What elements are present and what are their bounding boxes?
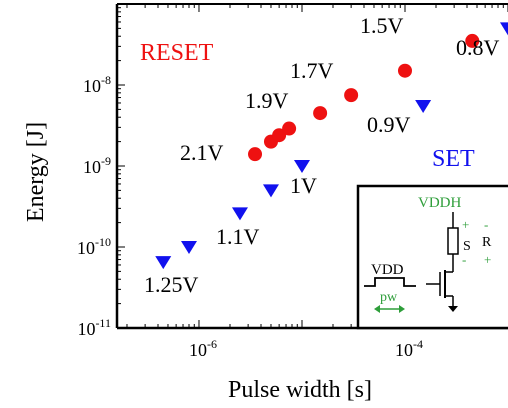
reset-voltage-label: 1.7V: [290, 58, 334, 83]
x-axis-label: Pulse width [s]: [228, 377, 372, 403]
legend-reset: RESET: [140, 40, 214, 66]
inset-plus-right: +: [484, 252, 491, 267]
set-voltage-label: 1V: [290, 173, 317, 198]
inset-minus-left: -: [462, 252, 466, 267]
reset-point: [248, 147, 263, 162]
y-tick-label: 10-11: [77, 316, 111, 339]
set-point: [415, 100, 432, 114]
inset-pw-label: pw: [380, 290, 398, 305]
y-axis-label: Energy [J]: [23, 122, 49, 222]
inset-ground-symbol: [448, 306, 458, 312]
y-tick-label: 10-10: [77, 235, 111, 258]
inset-pulse-waveform: [364, 277, 416, 287]
y-tick-label: 10-8: [83, 73, 111, 96]
reset-point: [272, 128, 287, 143]
set-voltage-label: 0.9V: [367, 112, 411, 137]
tick-labels: 10-6 10-4 10-11 10-10 10-9 10-8: [77, 73, 423, 360]
inset-r-label: R: [482, 235, 492, 250]
set-point: [293, 160, 310, 173]
inset-s-label: S: [463, 239, 471, 254]
reset-point: [465, 33, 480, 48]
inset-pw-arrowhead-right: [399, 305, 405, 313]
set-voltage-label: 1.1V: [216, 224, 260, 249]
reset-point: [344, 88, 359, 103]
set-point: [500, 22, 508, 36]
data-marks: [155, 22, 508, 270]
legend-set: SET: [432, 146, 475, 172]
set-point: [155, 256, 172, 270]
set-voltage-label: 1.25V: [144, 272, 199, 297]
inset-vddh-label: VDDH: [418, 195, 461, 211]
set-point: [180, 241, 197, 254]
inset-rram-element: [447, 227, 459, 255]
set-point: [262, 184, 279, 198]
inset-vdd-label: VDD: [371, 262, 404, 278]
inset-pw-arrowhead-left: [374, 305, 380, 313]
reset-point: [313, 106, 328, 121]
y-tick-label: 10-9: [83, 154, 111, 177]
x-tick-label: 10-6: [189, 337, 217, 360]
reset-point: [397, 63, 412, 78]
set-voltage-label: 0.8V: [456, 35, 500, 60]
reset-voltage-label: 2.1V: [180, 140, 224, 165]
inset-box: [356, 184, 508, 330]
reset-point: [282, 121, 297, 136]
set-point: [231, 207, 248, 221]
inset-plus-left: +: [462, 217, 469, 232]
reset-voltage-label: 1.9V: [245, 88, 289, 113]
inset-minus-right: -: [484, 217, 488, 232]
point-labels: 2.1V 1.9V1.7V 1.5V 1.25V 1.1V 1V 0.9V 0.8V: [144, 13, 500, 297]
x-tick-label: 10-4: [395, 337, 423, 360]
axis-ticks: [117, 4, 508, 329]
circuit-inset: VDDH + - S R - + VDD pw: [356, 184, 508, 330]
reset-voltage-label: 1.5V: [360, 13, 404, 38]
